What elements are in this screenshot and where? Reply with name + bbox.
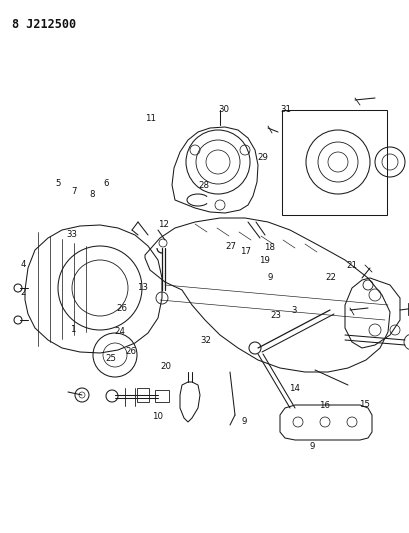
Text: 2: 2	[20, 288, 26, 296]
Text: 31: 31	[280, 105, 291, 114]
Text: 9: 9	[309, 442, 315, 451]
Text: 33: 33	[66, 230, 77, 239]
Text: 14: 14	[288, 384, 299, 392]
Text: 16: 16	[319, 401, 329, 409]
Text: 11: 11	[145, 114, 155, 123]
Text: 8 J212500: 8 J212500	[12, 18, 76, 31]
Text: 27: 27	[225, 242, 235, 251]
Bar	[155, 390, 169, 402]
Text: 12: 12	[157, 221, 168, 229]
Text: 5: 5	[56, 180, 61, 188]
Text: 26: 26	[125, 348, 135, 356]
Text: 10: 10	[152, 413, 163, 421]
Text: 21: 21	[346, 261, 356, 270]
Text: 8: 8	[89, 190, 95, 198]
Text: 7: 7	[71, 188, 76, 196]
Text: 19: 19	[258, 256, 269, 264]
Text: 17: 17	[239, 247, 250, 256]
Text: 9: 9	[240, 417, 246, 425]
Text: 15: 15	[358, 400, 369, 408]
Text: 30: 30	[218, 105, 228, 114]
Text: 3: 3	[291, 306, 297, 314]
Text: 32: 32	[200, 336, 211, 344]
Text: 26: 26	[117, 304, 127, 312]
Text: 25: 25	[105, 354, 116, 362]
Text: 1: 1	[70, 325, 76, 334]
Bar	[137, 388, 148, 402]
Bar	[407, 303, 409, 315]
Text: 24: 24	[114, 327, 125, 336]
Text: 29: 29	[256, 153, 267, 161]
Text: 22: 22	[325, 273, 336, 281]
Text: 23: 23	[270, 311, 280, 320]
Text: 6: 6	[103, 180, 108, 188]
Text: 9: 9	[266, 273, 272, 281]
Text: 18: 18	[264, 244, 274, 252]
Text: 13: 13	[137, 284, 148, 292]
Text: 4: 4	[20, 261, 26, 269]
Bar	[281, 110, 386, 215]
Text: 28: 28	[198, 181, 209, 190]
Text: 20: 20	[160, 362, 171, 371]
